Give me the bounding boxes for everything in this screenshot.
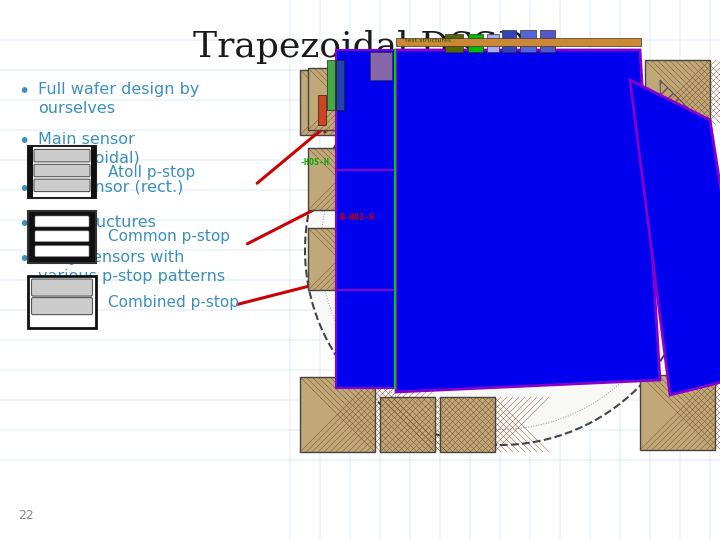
FancyBboxPatch shape — [35, 246, 89, 256]
Text: Test structures: Test structures — [38, 215, 156, 230]
Text: Mini sensor (rect.): Mini sensor (rect.) — [38, 180, 184, 195]
Text: Full wafer design by
ourselves: Full wafer design by ourselves — [38, 82, 199, 116]
FancyBboxPatch shape — [35, 231, 89, 242]
Bar — [28, 211, 96, 263]
Bar — [445, 34, 463, 52]
Bar — [28, 146, 33, 198]
Text: Trapezoidal DSSD: Trapezoidal DSSD — [193, 30, 527, 64]
FancyBboxPatch shape — [34, 150, 90, 162]
Text: Common p-stop: Common p-stop — [108, 230, 230, 245]
Bar — [91, 146, 96, 198]
Bar — [318, 95, 326, 125]
Bar — [540, 30, 555, 52]
FancyBboxPatch shape — [34, 164, 90, 177]
Bar — [645, 60, 710, 125]
Bar — [28, 276, 96, 328]
Polygon shape — [396, 50, 660, 392]
Bar — [380, 397, 435, 452]
Text: -HOS-H: -HOS-H — [300, 158, 330, 167]
Bar — [308, 68, 336, 130]
Text: •: • — [18, 180, 30, 199]
Bar — [640, 375, 715, 450]
Text: test structures..: test structures.. — [405, 38, 455, 43]
Bar — [502, 30, 516, 52]
Polygon shape — [630, 80, 720, 395]
Circle shape — [305, 55, 695, 445]
Text: •: • — [18, 82, 30, 101]
Bar — [440, 397, 495, 452]
FancyBboxPatch shape — [35, 216, 89, 227]
FancyBboxPatch shape — [32, 298, 92, 315]
Text: Combined p-stop: Combined p-stop — [108, 294, 239, 309]
FancyBboxPatch shape — [34, 179, 90, 192]
Bar — [300, 377, 375, 452]
Bar — [28, 146, 96, 198]
Bar — [336, 50, 395, 170]
Text: •: • — [18, 250, 30, 269]
Text: Baby sensors with
various p-stop patterns: Baby sensors with various p-stop pattern… — [38, 250, 225, 284]
Polygon shape — [660, 80, 710, 260]
Bar — [370, 52, 392, 80]
Text: 22: 22 — [18, 509, 34, 522]
Bar — [308, 228, 336, 290]
Text: Atoll p-stop: Atoll p-stop — [108, 165, 195, 179]
Bar — [336, 290, 395, 388]
Text: •: • — [18, 215, 30, 234]
Bar — [336, 60, 344, 110]
FancyBboxPatch shape — [32, 279, 92, 296]
Bar — [308, 148, 336, 210]
Bar — [396, 38, 641, 46]
Bar — [487, 34, 499, 52]
Bar — [300, 70, 365, 135]
Bar — [520, 30, 536, 52]
Bar — [468, 34, 483, 52]
Text: •: • — [18, 132, 30, 151]
Text: B-H03-H: B-H03-H — [340, 213, 375, 222]
Bar — [327, 60, 335, 110]
Bar — [336, 170, 395, 290]
Text: Main sensor
(trapezoidal): Main sensor (trapezoidal) — [38, 132, 140, 166]
